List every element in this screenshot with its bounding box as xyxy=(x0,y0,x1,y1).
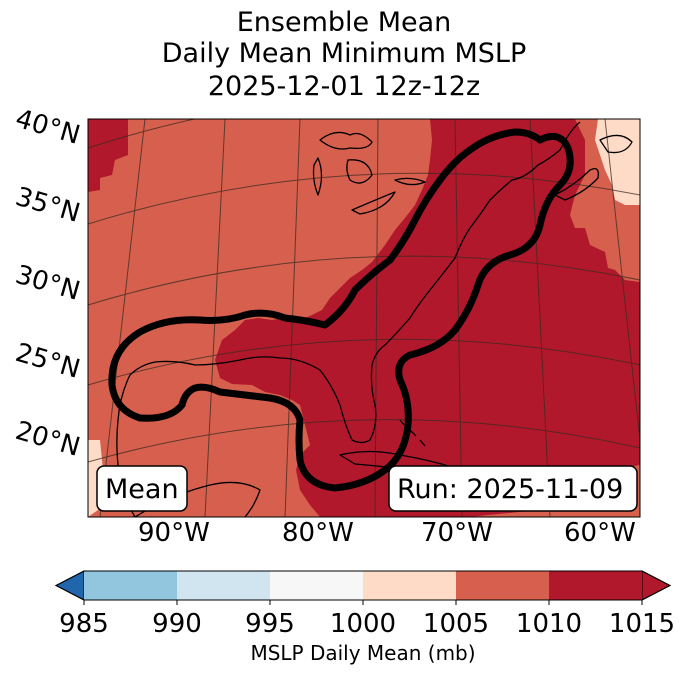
colorbar-label: MSLP Daily Mean (mb) xyxy=(250,641,475,665)
title-line-1: Ensemble Mean xyxy=(236,7,452,38)
colorbar-tick-label: 1000 xyxy=(330,609,396,639)
parallel-20 xyxy=(88,419,640,463)
map-area xyxy=(88,119,640,517)
lat-label-30: 30°N xyxy=(12,260,83,307)
contour-outline xyxy=(108,128,574,492)
parallel-30 xyxy=(88,255,640,306)
us-coastline xyxy=(116,121,581,517)
field-1005-1010-ne xyxy=(595,119,640,205)
colorbar-segment xyxy=(270,571,363,600)
lon-label-70: 70°W xyxy=(421,518,493,548)
run-box-label: Run: 2025-11-09 xyxy=(397,474,623,505)
lon-label-90: 90°W xyxy=(138,518,210,548)
colorbar: 985 990 995 1000 1005 1010 1015 xyxy=(54,570,675,639)
lake-huron xyxy=(346,159,373,184)
colorbar-segment xyxy=(177,571,270,600)
colorbar-tick-label: 1015 xyxy=(609,609,675,639)
meridian-70 xyxy=(529,119,551,517)
title-line-2: Daily Mean Minimum MSLP xyxy=(161,38,527,69)
meridian-80 xyxy=(374,119,379,517)
run-box-frame xyxy=(388,465,638,512)
colorbar-under-extension xyxy=(54,570,85,601)
colorbar-over-extension xyxy=(641,570,672,601)
mean-box-label: Mean xyxy=(105,474,179,505)
field-above-1015-nw xyxy=(88,119,128,192)
colorbar-tick-label: 995 xyxy=(245,609,295,639)
bahamas xyxy=(399,419,426,447)
lake-ontario xyxy=(394,177,426,186)
parallel-40 xyxy=(88,119,197,149)
field-above-1015-east xyxy=(215,119,640,517)
colorbar-segment xyxy=(363,571,456,600)
meridian-65 xyxy=(604,119,640,441)
lake-michigan xyxy=(312,157,323,196)
colorbar-tick-label: 1005 xyxy=(423,609,489,639)
lon-label-80: 80°W xyxy=(282,518,354,548)
meridian-95 xyxy=(99,119,146,517)
lake-erie xyxy=(351,191,396,215)
nova-scotia xyxy=(554,167,599,201)
colorbar-tick-label: 985 xyxy=(59,609,109,639)
lat-label-25: 25°N xyxy=(12,338,83,385)
colorbar-tick-label: 990 xyxy=(152,609,202,639)
map-frame xyxy=(87,118,641,518)
mean-box: Mean xyxy=(96,465,188,512)
lat-label-40: 40°N xyxy=(12,104,83,151)
lat-label-20: 20°N xyxy=(12,416,83,463)
maritimes xyxy=(599,134,633,154)
title-line-3: 2025-12-01 12z-12z xyxy=(207,71,481,102)
colorbar-segment xyxy=(84,571,177,600)
parallel-25 xyxy=(88,338,640,386)
colorbar-segment xyxy=(549,571,642,600)
lake-superior xyxy=(319,131,373,150)
meridian-75 xyxy=(454,119,463,517)
colorbar-segment xyxy=(456,571,549,600)
run-box: Run: 2025-11-09 xyxy=(388,465,638,512)
colorbar-tick-label: 1010 xyxy=(516,609,582,639)
lon-label-60: 60°W xyxy=(564,518,636,548)
mean-box-frame xyxy=(96,465,188,512)
lat-label-35: 35°N xyxy=(12,182,83,229)
